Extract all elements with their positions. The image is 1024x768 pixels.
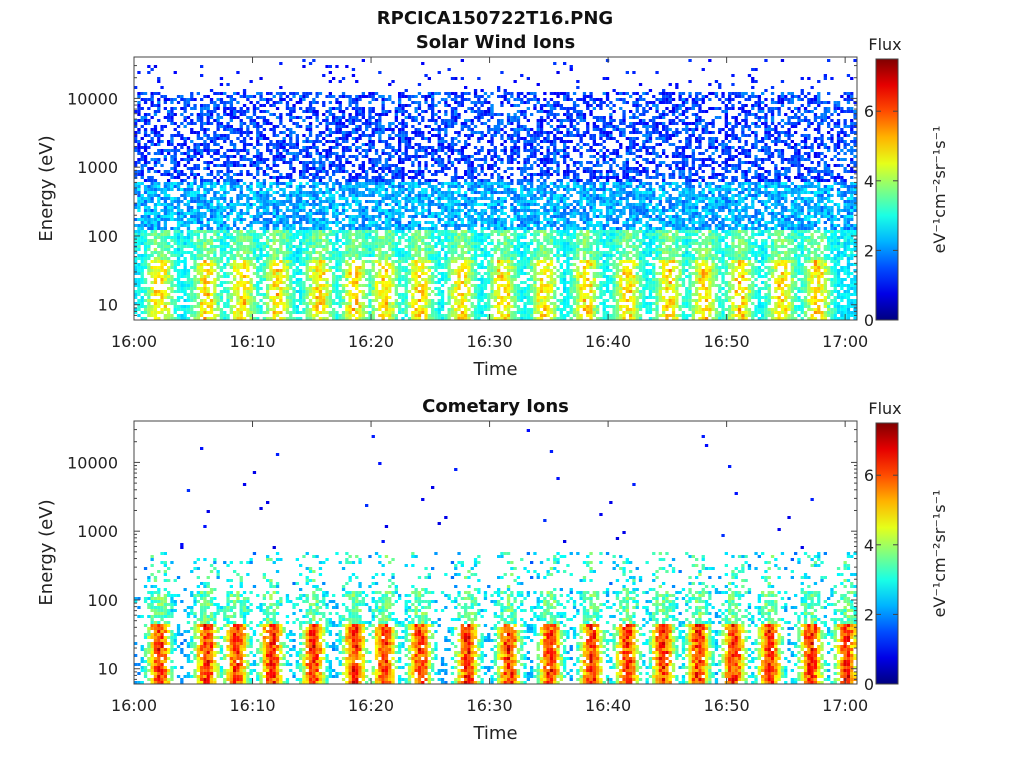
colorbar-tick-label: 4 [864,536,874,555]
colorbar-tick-label: 0 [864,675,874,694]
colorbar-tick-label: 0 [864,311,874,330]
colorbar-tick-label: 6 [864,102,874,121]
y-tick-label: 1000 [77,522,118,541]
plot-frame [133,420,858,685]
y-axis-label: Energy (eV) [36,499,57,605]
panel-solar-wind-ions: Solar Wind Ions 16:00 16:10 16:20 16:30 16:40… [36,32,949,380]
colorbar-tick-label: 2 [864,241,874,260]
x-tick-label: 16:20 [348,332,394,351]
x-axis-label: Time [472,359,517,380]
panel-cometary-ions: Cometary Ions 16:00 16:10 16:20 16:30 16:40 16… [36,396,949,744]
x-tick-label: 16:40 [585,696,631,715]
colorbar [875,58,899,321]
colorbar-title: Flux [868,35,901,54]
y-tick-label: 10 [98,296,118,315]
colorbar-unit-label: eV⁻¹cm⁻²sr⁻¹s⁻¹ [930,126,949,254]
colorbar-tick-label: 2 [864,605,874,624]
y-tick-label: 1000 [77,158,118,177]
x-tick-label: 16:00 [111,332,157,351]
x-tick-label: 16:10 [229,332,275,351]
colorbar-title: Flux [868,399,901,418]
x-tick-label: 16:40 [585,332,631,351]
y-tick-label: 10000 [67,453,118,472]
y-tick-label: 10000 [67,89,118,108]
figure-title: RPCICA150722T16.PNG [377,8,613,29]
colorbar-tick-label: 4 [864,172,874,191]
x-tick-label: 16:20 [348,696,394,715]
x-tick-label: 16:10 [229,696,275,715]
colorbar [875,422,899,685]
colorbar-unit-label: eV⁻¹cm⁻²sr⁻¹s⁻¹ [930,490,949,618]
x-tick-label: 17:00 [822,332,868,351]
colorbar-tick-label: 6 [864,466,874,485]
x-tick-label: 16:50 [704,332,750,351]
x-axis-label: Time [472,723,517,744]
x-tick-label: 16:30 [467,332,513,351]
panel-title: Cometary Ions [422,396,569,417]
panel-title: Solar Wind Ions [416,32,575,53]
x-tick-label: 17:00 [822,696,868,715]
y-axis-label: Energy (eV) [36,135,57,241]
y-tick-label: 100 [87,591,118,610]
x-tick-label: 16:50 [704,696,750,715]
y-tick-label: 100 [87,227,118,246]
x-tick-label: 16:00 [111,696,157,715]
plot-frame [133,56,858,321]
spectrogram-cells [134,429,857,684]
x-tick-label: 16:30 [467,696,513,715]
spectrogram-cells [134,59,857,320]
y-tick-label: 10 [98,660,118,679]
